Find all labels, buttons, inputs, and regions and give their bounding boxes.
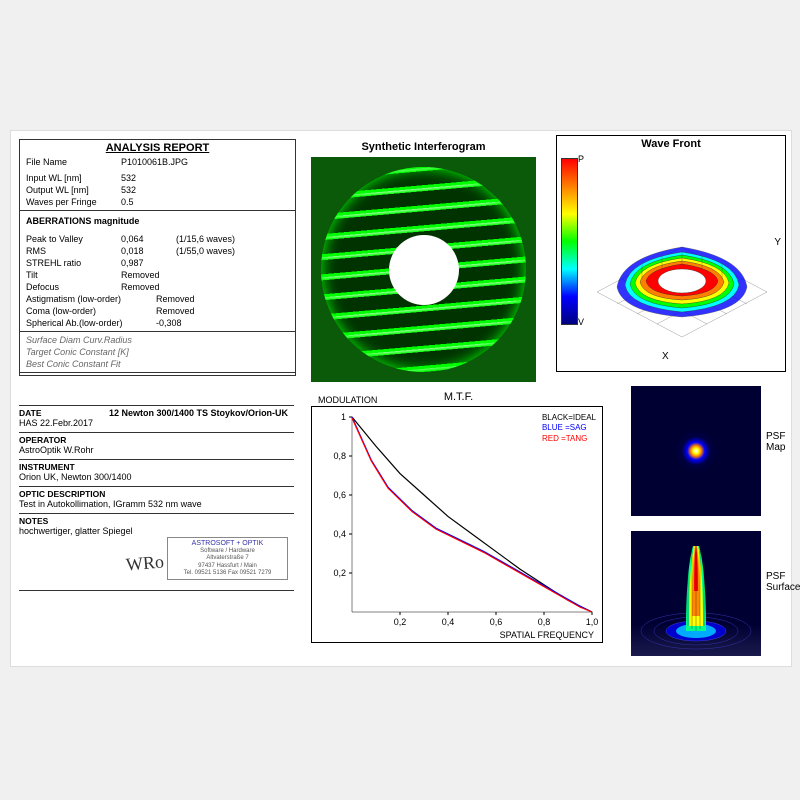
sph-value: -0,308 xyxy=(156,318,182,328)
wavefront-panel: Wave Front P V xyxy=(556,135,786,372)
interferogram-title: Synthetic Interferogram xyxy=(311,141,536,153)
svg-text:1,0: 1,0 xyxy=(586,617,599,627)
svg-text:0,8: 0,8 xyxy=(538,617,551,627)
wavefront-y-label: Y xyxy=(774,237,781,248)
notes-head: NOTES xyxy=(19,516,294,526)
svg-text:0,2: 0,2 xyxy=(333,568,346,578)
stamp-title: ASTROSOFT + OPTIK xyxy=(170,540,285,548)
company-stamp: ASTROSOFT + OPTIK Software / Hardware Al… xyxy=(167,537,288,580)
target-conic: Target Conic Constant [K] xyxy=(20,346,295,358)
input-wl-label: Input WL [nm] xyxy=(26,173,121,183)
file-value: P1010061B.JPG xyxy=(121,157,188,167)
wavefront-3d-plot xyxy=(587,162,777,347)
svg-text:0,6: 0,6 xyxy=(333,490,346,500)
wavefront-title: Wave Front xyxy=(557,136,785,152)
tilt-value: Removed xyxy=(121,270,160,280)
psf-map xyxy=(631,386,761,516)
operator-head: OPERATOR xyxy=(19,435,294,445)
coma-label: Coma (low-order) xyxy=(26,306,156,316)
svg-text:0,8: 0,8 xyxy=(333,451,346,461)
date-head: DATE xyxy=(19,408,79,418)
mtf-ylabel: MODULATION xyxy=(318,395,398,405)
rms-value: 0,018 xyxy=(121,246,176,256)
file-label: File Name xyxy=(26,157,121,167)
operator-value: AstroOptik W.Rohr xyxy=(19,445,294,455)
psf-surface-label: PSF Surface xyxy=(766,571,800,593)
strehl-value: 0,987 xyxy=(121,258,176,268)
tilt-label: Tilt xyxy=(26,270,121,280)
svg-text:1: 1 xyxy=(341,412,346,422)
rms-label: RMS xyxy=(26,246,121,256)
instrument-value: Orion UK, Newton 300/1400 xyxy=(19,472,294,482)
optic-value: Test in Autokollimation, IGramm 532 nm w… xyxy=(19,499,294,509)
astig-label: Astigmatism (low-order) xyxy=(26,294,156,304)
aberrations-head: ABERRATIONS magnitude xyxy=(20,213,295,229)
psf-glow xyxy=(671,426,721,476)
best-conic: Best Conic Constant Fit xyxy=(20,358,295,370)
mtf-plot: MODULATION BLACK=IDEAL BLUE =SAG RED =TA… xyxy=(311,406,603,643)
mtf-xlabel: SPATIAL FREQUENCY xyxy=(500,630,594,640)
input-wl: 532 xyxy=(121,173,136,183)
strehl-label: STREHL ratio xyxy=(26,258,121,268)
colorbar xyxy=(561,158,578,325)
sph-label: Spherical Ab.(low-order) xyxy=(26,318,156,328)
svg-text:0,2: 0,2 xyxy=(394,617,407,627)
wpf-label: Waves per Fringe xyxy=(26,197,121,207)
interferogram-hole xyxy=(389,235,459,305)
colorbar-p: P xyxy=(578,154,584,164)
stamp-l3: 97437 Hassfurt / Main xyxy=(170,563,285,570)
pv-label: Peak to Valley xyxy=(26,234,121,244)
coma-value: Removed xyxy=(156,306,195,316)
wpf: 0.5 xyxy=(121,197,134,207)
colorbar-v: V xyxy=(578,317,584,327)
surface-diam: Surface Diam Curv.Radius xyxy=(20,334,295,346)
output-wl: 532 xyxy=(121,185,136,195)
stamp-l2: Altvaterstraße 7 xyxy=(170,555,285,562)
svg-text:0,4: 0,4 xyxy=(442,617,455,627)
output-wl-label: Output WL [nm] xyxy=(26,185,121,195)
analysis-report-page: ANALYSIS REPORT File NameP1010061B.JPG I… xyxy=(10,130,792,667)
pv-value: 0,064 xyxy=(121,234,176,244)
astig-value: Removed xyxy=(156,294,195,304)
defocus-label: Defocus xyxy=(26,282,121,292)
svg-text:0,6: 0,6 xyxy=(490,617,503,627)
interferogram-plot xyxy=(311,157,536,382)
psf-surface xyxy=(631,531,761,656)
interferogram-panel: Synthetic Interferogram xyxy=(311,141,536,382)
mtf-panel: M.T.F. MODULATION BLACK=IDEAL BLUE =SAG … xyxy=(311,391,606,656)
wavefront-x-label: X xyxy=(662,351,669,362)
report-title: ANALYSIS REPORT xyxy=(20,140,295,156)
date-value: HAS 22.Febr.2017 xyxy=(19,418,294,428)
mtf-svg: 1 0,8 0,6 0,4 0,2 0,2 0,4 0,6 0,8 1,0 xyxy=(312,407,602,642)
optic-head: OPTIC DESCRIPTION xyxy=(19,489,294,499)
psf-surface-plot xyxy=(631,531,761,656)
signature: WRo xyxy=(125,551,165,575)
instrument-head: INSTRUMENT xyxy=(19,462,294,472)
stamp-l4: Tel. 09521 5136 Fax 09521 7279 xyxy=(170,570,285,577)
pv-waves: (1/15,6 waves) xyxy=(176,234,235,244)
svg-text:0,4: 0,4 xyxy=(333,529,346,539)
defocus-value: Removed xyxy=(121,282,160,292)
metadata-box: DATE12 Newton 300/1400 TS Stoykov/Orion-… xyxy=(19,401,294,593)
instrument-title: 12 Newton 300/1400 TS Stoykov/Orion-UK xyxy=(79,408,288,418)
stamp-l1: Software / Hardware xyxy=(170,548,285,555)
rms-waves: (1/55,0 waves) xyxy=(176,246,235,256)
psf-map-label: PSF Map xyxy=(766,431,794,453)
notes-value: hochwertiger, glatter Spiegel xyxy=(19,526,294,536)
report-table: ANALYSIS REPORT File NameP1010061B.JPG I… xyxy=(19,139,296,376)
